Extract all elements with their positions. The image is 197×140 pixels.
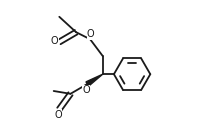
Text: O: O: [87, 29, 95, 39]
Text: O: O: [82, 85, 90, 95]
Text: O: O: [54, 109, 62, 120]
Polygon shape: [86, 74, 103, 86]
Text: O: O: [51, 36, 58, 46]
